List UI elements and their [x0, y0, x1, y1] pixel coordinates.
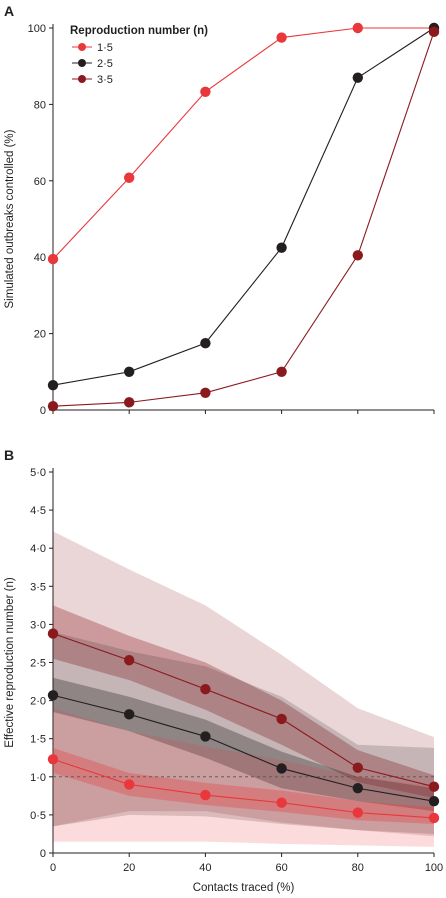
series-line — [52, 694, 435, 802]
data-point — [124, 779, 135, 790]
uncertainty-band-inner — [53, 605, 434, 799]
legend-swatch-marker — [78, 59, 86, 67]
data-point — [124, 709, 135, 720]
y-axis-title: Effective reproduction number (n) — [4, 577, 16, 748]
data-point — [276, 763, 287, 774]
series-line — [52, 758, 435, 819]
uncertainty-band-inner — [53, 677, 434, 812]
x-tick-label: 40 — [199, 862, 211, 874]
data-point — [276, 713, 287, 725]
data-point — [200, 731, 211, 742]
y-tick-label: 3·5 — [30, 581, 46, 593]
legend-title: Reproduction number (n) — [70, 25, 208, 37]
series-line — [52, 27, 434, 260]
y-tick-label: 0 — [40, 848, 46, 860]
y-tick-label: 20 — [34, 329, 46, 341]
data-point — [428, 795, 440, 807]
x-tick-label: 80 — [352, 862, 364, 874]
data-point — [200, 86, 211, 97]
x-tick-label: 0 — [50, 862, 56, 874]
y-tick-label: 1·0 — [30, 772, 46, 784]
data-point — [200, 789, 211, 801]
y-tick-label: 0·5 — [30, 810, 46, 822]
y-tick-label: 2·0 — [30, 696, 46, 708]
y-tick-label: 3·0 — [30, 619, 46, 631]
panel-b: B 0 0·5 1·0 1·5 2·0 2·5 3·0 3·5 4·0 4·5 5·0 0 20 40 60 8… — [4, 447, 443, 894]
legend-label: 3·5 — [97, 74, 113, 86]
data-point — [276, 32, 287, 43]
data-point — [47, 400, 59, 412]
y-tick-label: 2·5 — [30, 658, 46, 670]
y-tick-label: 80 — [34, 99, 46, 111]
data-point — [47, 690, 59, 701]
y-tick-label: 5·0 — [30, 467, 46, 479]
data-point — [200, 337, 211, 349]
data-point — [47, 253, 59, 265]
x-axis-title: Contacts traced (%) — [193, 882, 295, 894]
panel-a: A 0 20 40 60 80 100 Simulated outbreaks control… — [4, 3, 440, 417]
y-tick-label: 4·0 — [30, 543, 46, 555]
y-axis-title: Simulated outbreaks controlled (%) — [4, 129, 16, 308]
panel-label: B — [4, 447, 14, 463]
uncertainty-band-inner — [53, 747, 434, 825]
data-point — [276, 366, 287, 377]
uncertainty-band-outer — [53, 708, 434, 847]
data-point — [124, 397, 135, 408]
legend-label: 1·5 — [97, 42, 113, 54]
legend-swatch-marker — [78, 43, 86, 51]
data-point — [124, 366, 135, 377]
y-tick-label: 0 — [40, 405, 46, 417]
series-line — [52, 27, 435, 386]
legend-swatch-marker — [78, 75, 86, 83]
data-point — [200, 683, 211, 695]
data-point — [352, 72, 363, 83]
data-point — [124, 172, 135, 183]
data-point — [352, 807, 363, 818]
panel-label: A — [4, 3, 14, 19]
data-point — [352, 250, 363, 261]
x-tick-label: 60 — [275, 862, 287, 874]
x-tick-label: 20 — [123, 862, 135, 874]
series-line — [52, 31, 435, 407]
legend-label: 2·5 — [97, 58, 113, 70]
y-tick-label: 4·5 — [30, 505, 46, 517]
data-point — [428, 781, 440, 792]
uncertainty-band-outer — [53, 531, 434, 837]
data-point — [124, 655, 135, 666]
series-line — [52, 633, 435, 788]
y-tick-label: 100 — [28, 23, 46, 35]
data-point — [200, 387, 211, 399]
data-point — [428, 812, 440, 824]
y-tick-label: 1·5 — [30, 734, 46, 746]
y-tick-label: 40 — [34, 252, 46, 264]
data-point — [276, 797, 287, 808]
x-tick-label: 100 — [425, 862, 443, 874]
data-point — [47, 628, 59, 639]
data-point — [352, 783, 363, 794]
data-point — [47, 379, 59, 391]
data-point — [47, 754, 59, 765]
y-tick-label: 60 — [34, 176, 46, 188]
data-point — [428, 26, 440, 38]
data-point — [352, 762, 363, 773]
data-point — [276, 242, 287, 253]
data-point — [352, 22, 363, 34]
